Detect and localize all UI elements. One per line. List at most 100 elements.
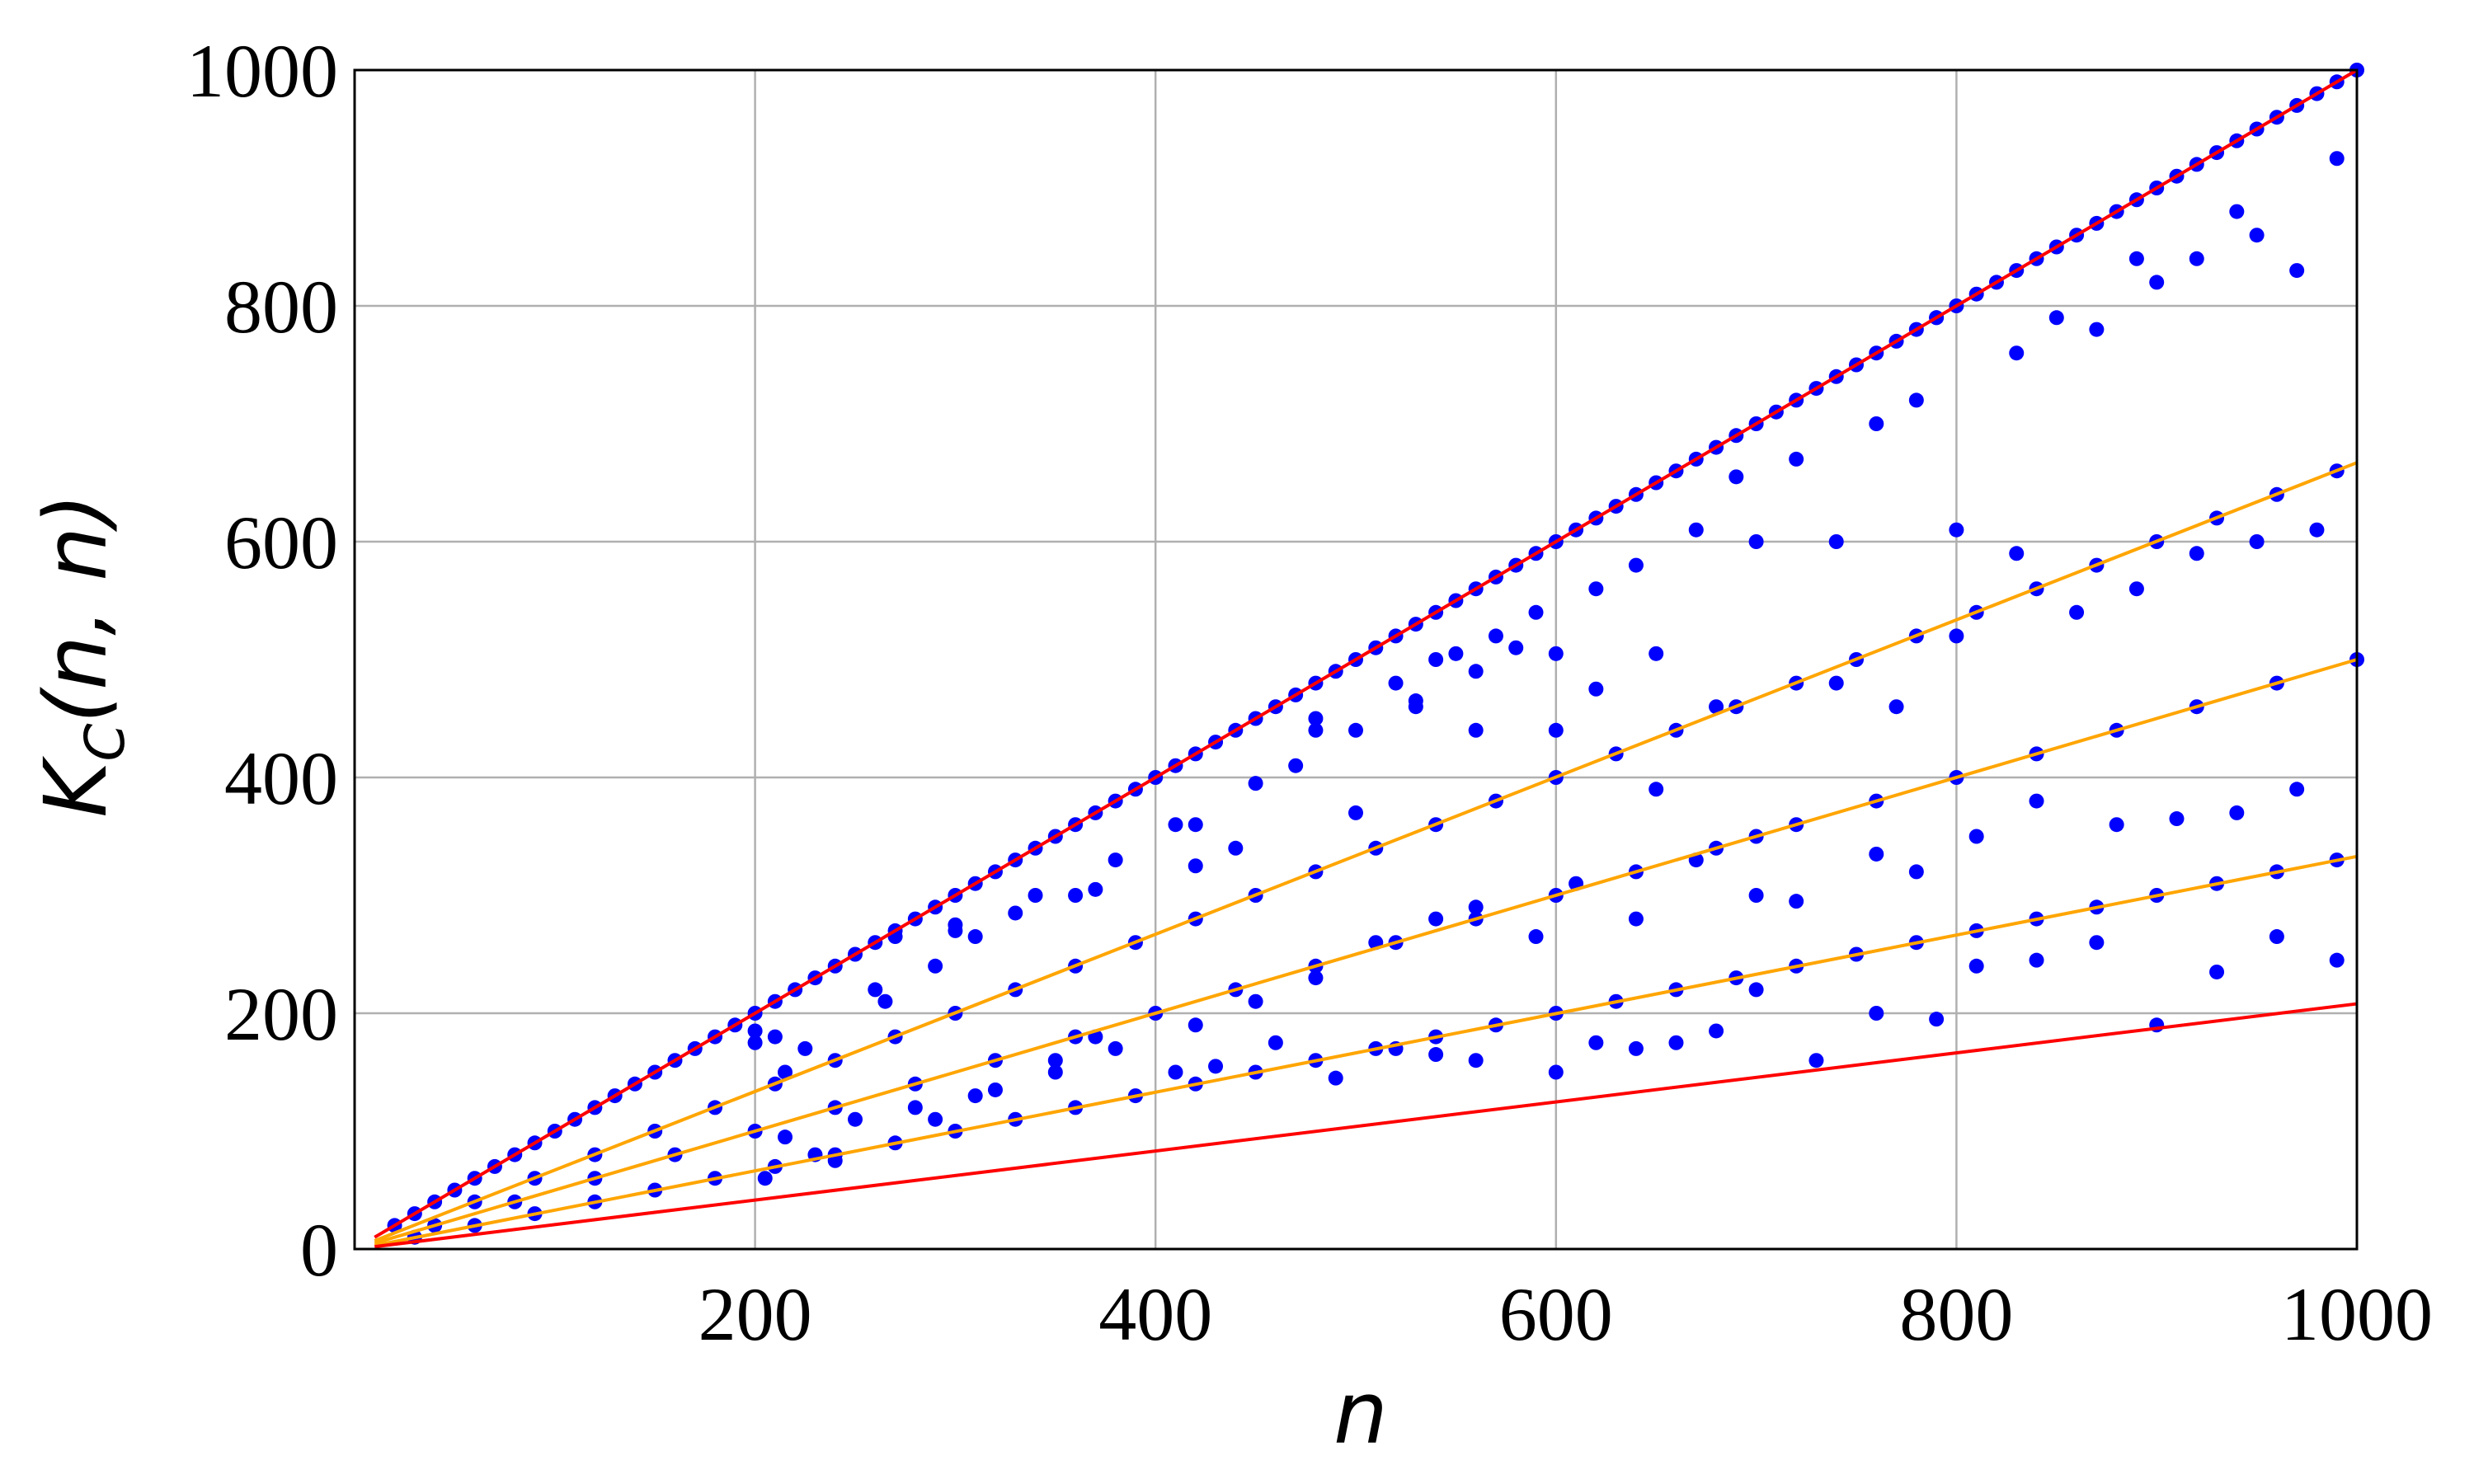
data-point bbox=[907, 1100, 923, 1115]
x-tick-label: 600 bbox=[1499, 1272, 1613, 1356]
data-point bbox=[1288, 758, 1304, 773]
x-tick-label: 800 bbox=[1899, 1272, 2013, 1356]
data-point bbox=[1348, 722, 1363, 738]
reference-line bbox=[374, 1002, 2358, 1249]
data-point bbox=[2149, 275, 2165, 290]
data-point bbox=[1908, 864, 1924, 880]
data-point bbox=[1508, 640, 1524, 655]
y-tick-label: 0 bbox=[300, 1208, 338, 1292]
x-tick-label: 200 bbox=[698, 1272, 812, 1356]
y-tick-label: 600 bbox=[224, 500, 338, 585]
data-point bbox=[1408, 693, 1423, 709]
data-point bbox=[1628, 911, 1644, 927]
data-point bbox=[1308, 711, 1324, 726]
data-point bbox=[2189, 251, 2204, 266]
data-point bbox=[2189, 546, 2204, 561]
plot-frame bbox=[353, 68, 2359, 1251]
data-point bbox=[747, 1035, 763, 1050]
data-point bbox=[2169, 811, 2185, 827]
data-point bbox=[1108, 852, 1123, 868]
data-point bbox=[1328, 1070, 1343, 1086]
y-axis-label-main: K bbox=[26, 755, 126, 818]
data-point bbox=[747, 1023, 763, 1039]
data-point bbox=[1168, 817, 1183, 833]
y-tick-label: 800 bbox=[224, 265, 338, 349]
data-point bbox=[1649, 782, 1664, 797]
data-point bbox=[1968, 829, 1984, 844]
data-point bbox=[967, 929, 983, 945]
data-point bbox=[2089, 935, 2105, 951]
reference-line bbox=[374, 68, 2359, 1239]
data-point bbox=[1188, 1017, 1203, 1033]
data-point bbox=[1808, 1053, 1824, 1068]
y-tick-label: 200 bbox=[224, 972, 338, 1056]
data-point bbox=[1388, 675, 1404, 691]
data-point bbox=[778, 1129, 793, 1145]
data-point bbox=[1047, 1064, 1063, 1080]
data-point bbox=[2209, 964, 2225, 979]
data-point bbox=[1468, 899, 1484, 915]
y-tick-label: 1000 bbox=[186, 29, 338, 113]
data-point bbox=[1548, 722, 1564, 738]
data-point bbox=[1548, 646, 1564, 661]
data-point bbox=[1308, 970, 1324, 986]
data-point bbox=[1168, 1064, 1183, 1080]
data-point bbox=[1869, 846, 1884, 862]
data-point bbox=[1248, 776, 1263, 791]
data-point bbox=[1428, 911, 1444, 927]
data-point bbox=[1488, 628, 1503, 644]
reference-line bbox=[374, 854, 2358, 1247]
data-point bbox=[2289, 782, 2305, 797]
data-point bbox=[2269, 929, 2284, 945]
y-axis-label: KC(n, n) bbox=[26, 493, 137, 817]
data-point bbox=[2229, 204, 2245, 219]
data-point bbox=[1428, 652, 1444, 667]
data-point bbox=[2009, 546, 2025, 561]
data-point bbox=[1588, 581, 1604, 597]
data-point bbox=[1828, 675, 1844, 691]
data-point bbox=[1468, 1053, 1484, 1068]
data-point bbox=[967, 1088, 983, 1104]
data-point bbox=[1869, 416, 1884, 431]
data-point bbox=[868, 982, 883, 998]
data-point bbox=[757, 1171, 773, 1186]
data-point bbox=[2048, 310, 2064, 326]
data-point bbox=[1789, 451, 1804, 467]
y-axis-label-args: (n, n) bbox=[26, 493, 126, 723]
data-point bbox=[1228, 840, 1244, 856]
data-point bbox=[1729, 469, 1744, 485]
x-tick-label: 400 bbox=[1098, 1272, 1212, 1356]
data-point bbox=[987, 1082, 1003, 1097]
data-point bbox=[1789, 894, 1804, 909]
data-point bbox=[1668, 1035, 1684, 1050]
x-axis-label: n bbox=[1333, 1363, 1388, 1463]
data-point bbox=[1268, 1035, 1283, 1050]
reference-lines bbox=[374, 68, 2359, 1249]
data-point bbox=[1548, 1064, 1564, 1080]
y-tick-labels: 0 200 400 600 800 1000 bbox=[186, 29, 338, 1292]
data-point bbox=[2029, 952, 2044, 968]
data-point bbox=[1188, 858, 1203, 874]
data-point bbox=[2069, 604, 2085, 620]
data-point bbox=[2128, 251, 2144, 266]
data-point bbox=[1068, 888, 1084, 903]
x-tick-labels: 200 400 600 800 1000 bbox=[698, 1272, 2433, 1356]
data-point bbox=[948, 917, 963, 932]
data-point bbox=[1888, 699, 1904, 715]
data-point bbox=[1588, 1035, 1604, 1050]
data-point bbox=[1949, 628, 1964, 644]
x-tick-label: 1000 bbox=[2281, 1272, 2433, 1356]
data-point bbox=[1968, 958, 1984, 974]
data-point bbox=[1709, 699, 1724, 715]
data-point bbox=[928, 1111, 943, 1127]
data-point bbox=[1088, 881, 1103, 897]
data-point bbox=[2009, 345, 2025, 361]
y-tick-label: 400 bbox=[224, 736, 338, 820]
data-point bbox=[2089, 322, 2105, 337]
y-axis-label-subscript: C bbox=[73, 723, 137, 761]
data-point bbox=[1628, 1040, 1644, 1056]
data-point bbox=[1108, 1040, 1123, 1056]
data-point bbox=[1748, 534, 1764, 549]
data-point bbox=[1929, 1012, 1945, 1027]
data-point bbox=[1588, 681, 1604, 697]
